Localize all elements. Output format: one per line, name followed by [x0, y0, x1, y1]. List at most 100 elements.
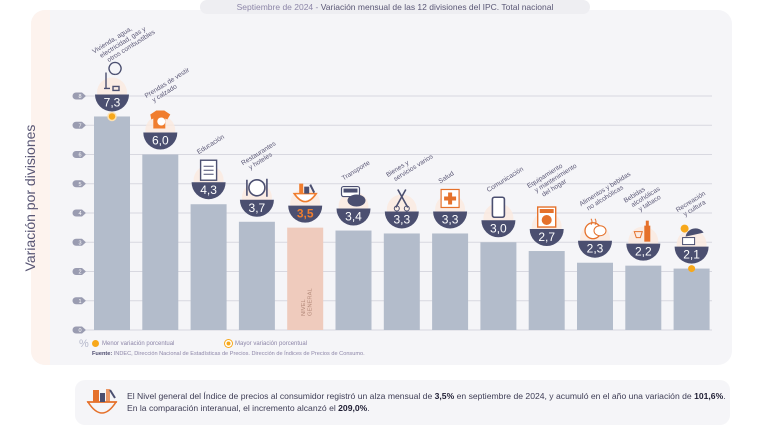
- category-label-line: Comunicación: [486, 166, 525, 194]
- y-tick-label: 1: [78, 299, 81, 305]
- legend-max-label: Mayor variación porcentual: [235, 340, 308, 347]
- notebook-icon: [199, 159, 218, 181]
- value-bubble: [578, 240, 612, 258]
- value-bubble: [433, 211, 468, 229]
- bar: [94, 116, 130, 330]
- summary-text: El Nivel general del Índice de precios a…: [127, 390, 727, 414]
- tshirt-icon: [150, 110, 171, 129]
- bar: [383, 233, 420, 330]
- shopping-basket-icon: [86, 389, 118, 414]
- y-tick-label: 4: [78, 211, 81, 217]
- beach-umbrella-icon: [680, 224, 704, 246]
- y-tick-marker: [72, 92, 86, 100]
- bar: [335, 230, 372, 330]
- highlight-bar-label-line: NIVEL: [301, 298, 307, 316]
- summary-fragment: El Nivel general del Índice de precios a…: [127, 391, 435, 401]
- summary-highlight: 209,0%: [338, 403, 368, 413]
- value-label: 7,3: [104, 95, 121, 109]
- y-tick-marker: [72, 180, 86, 188]
- value-label: 3,4: [345, 210, 362, 224]
- value-label: 6,0: [152, 134, 169, 148]
- legend-min-marker: [92, 340, 99, 347]
- category-label-line: Salud: [437, 170, 455, 185]
- legend-max: Mayor variación porcentual: [225, 340, 307, 347]
- category-label-line: Transporte: [341, 159, 372, 182]
- value-bubble: [674, 246, 709, 264]
- y-tick-marker: [72, 326, 86, 334]
- value-bubble: [239, 199, 274, 217]
- title-date: Septiembre de 2024: [236, 2, 314, 12]
- shopping-basket-icon: [292, 183, 318, 203]
- value-bubble: [529, 229, 564, 247]
- bar: [577, 262, 613, 330]
- value-label: 3,0: [490, 221, 507, 235]
- y-tick-label: 5: [78, 182, 81, 188]
- value-bubble: [336, 208, 371, 226]
- category-label: Transporte: [341, 159, 372, 182]
- y-unit: %: [79, 338, 89, 350]
- value-bubble: [95, 94, 129, 112]
- value-bubble: [481, 220, 516, 238]
- bar: [190, 204, 227, 330]
- summary-fragment: . En la comparación interanual, el incre…: [127, 391, 726, 413]
- washing-machine-icon: [537, 206, 557, 228]
- summary-highlight: 101,6%: [694, 391, 724, 401]
- value-label: 2,1: [683, 248, 700, 262]
- value-bubble: [288, 205, 323, 223]
- value-bubble: [384, 211, 419, 229]
- value-label: 2,7: [538, 230, 555, 244]
- value-label: 4,3: [200, 183, 217, 197]
- legend-min: Menor variación porcentual: [92, 340, 174, 347]
- y-tick-marker: [72, 209, 86, 217]
- category-label: Vivienda, agua,electricidad, gas yotros …: [91, 25, 157, 64]
- summary-highlight: 3,5%: [434, 391, 455, 401]
- value-label: 3,7: [249, 201, 266, 215]
- value-label: 3,5: [297, 207, 314, 221]
- max-variation-marker: [107, 111, 117, 122]
- y-axis-band: [31, 10, 50, 365]
- value-label: 3,3: [442, 212, 459, 226]
- bar: [142, 154, 179, 330]
- highlight-bar-label-line: GENERAL: [308, 288, 314, 316]
- plate-cutlery-icon: [246, 178, 268, 197]
- value-label: 2,2: [635, 245, 652, 259]
- y-tick-marker: [72, 297, 86, 305]
- wine-bottle-icon: [633, 220, 651, 242]
- legend-min-label: Menor variación porcentual: [102, 340, 175, 347]
- legend-max-marker: [225, 340, 232, 347]
- value-bubble: [191, 182, 226, 200]
- value-label: 2,3: [587, 242, 604, 256]
- scissors-comb-icon: [393, 189, 410, 212]
- smartphone-icon: [491, 196, 506, 219]
- transit-card-icon: [340, 185, 366, 207]
- value-label: 3,3: [393, 212, 410, 226]
- bar: [238, 221, 275, 330]
- bar: [625, 265, 662, 330]
- value-bubble: [143, 132, 178, 150]
- first-aid-icon: [440, 188, 460, 209]
- bar: [480, 242, 517, 330]
- highlight-bar-label: NIVEL GENERAL: [301, 288, 314, 316]
- category-label-line: Educación: [196, 133, 226, 155]
- y-tick-marker: [72, 238, 86, 246]
- bar: [432, 233, 469, 330]
- house-utilities-icon: [104, 61, 122, 92]
- min-variation-marker: [688, 265, 696, 273]
- bar: [673, 268, 710, 330]
- y-tick-marker: [72, 121, 86, 129]
- y-tick-marker: [72, 151, 86, 158]
- y-tick-label: 8: [78, 94, 81, 100]
- summary-fragment: .: [367, 403, 370, 413]
- bar: [528, 251, 565, 330]
- summary-box: [75, 380, 730, 425]
- y-tick-label: 3: [78, 240, 81, 246]
- y-tick-marker: [72, 268, 86, 275]
